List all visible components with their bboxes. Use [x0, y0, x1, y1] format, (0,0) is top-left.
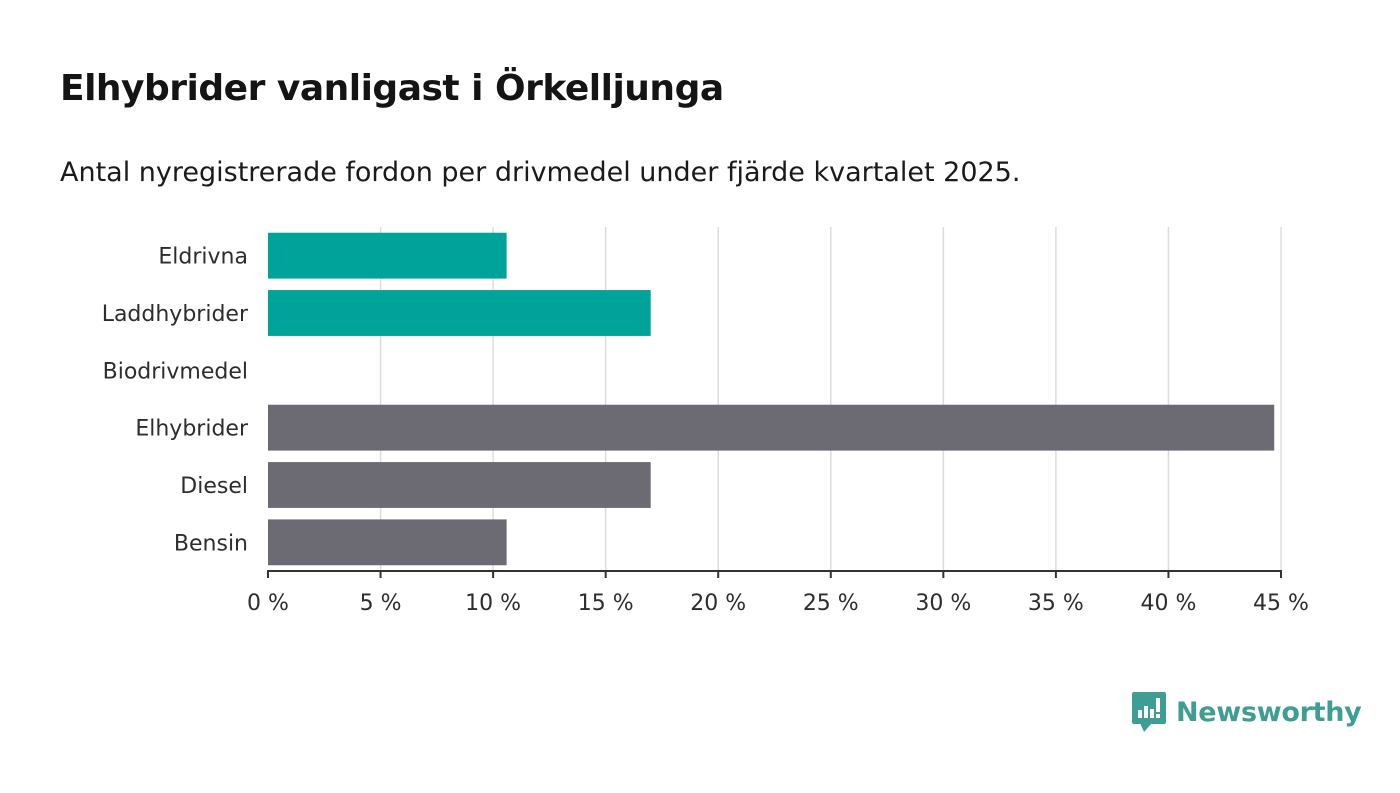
tick-label-10: 10 %: [465, 591, 521, 616]
bar-elhybrider: [268, 404, 1275, 451]
category-label-biodrivmedel: Biodrivmedel: [103, 359, 248, 384]
x-axis: [267, 570, 1282, 578]
tick-label-25: 25 %: [803, 591, 859, 616]
tick-label-35: 35 %: [1028, 591, 1084, 616]
chart-title: Elhybrider vanligast i Örkelljunga: [60, 68, 724, 109]
tick-label-40: 40 %: [1140, 591, 1196, 616]
category-label-diesel: Diesel: [180, 474, 248, 499]
category-labels: Eldrivna Laddhybrider Biodrivmedel Elhybrid…: [102, 245, 249, 557]
logo-text: Newsworthy: [1176, 696, 1362, 728]
gridlines: [379, 227, 1282, 571]
chart-subtitle: Antal nyregistrerade fordon per drivmede…: [60, 157, 1021, 188]
category-label-eldrivna: Eldrivna: [158, 245, 248, 270]
bar-diesel: [268, 462, 651, 508]
bar-laddhybrider: [268, 290, 651, 336]
tick-label-45: 45 %: [1253, 591, 1309, 616]
tick-label-5: 5 %: [360, 591, 402, 616]
newsworthy-chart-icon: [1132, 692, 1166, 732]
bars: [268, 232, 1275, 566]
bar-bensin: [268, 519, 507, 566]
category-label-elhybrider: Elhybrider: [135, 417, 249, 442]
tick-labels: 0 % 5 % 10 % 15 % 20 % 25 % 30 % 35 % 40 % 45 %: [247, 591, 1309, 616]
tick-label-30: 30 %: [915, 591, 971, 616]
category-label-laddhybrider: Laddhybrider: [102, 302, 249, 327]
category-label-bensin: Bensin: [174, 531, 248, 556]
bar-eldrivna: [268, 232, 507, 279]
tick-label-0: 0 %: [247, 591, 289, 616]
newsworthy-logo: Newsworthy: [1132, 692, 1362, 732]
tick-label-20: 20 %: [690, 591, 746, 616]
tick-label-15: 15 %: [578, 591, 634, 616]
